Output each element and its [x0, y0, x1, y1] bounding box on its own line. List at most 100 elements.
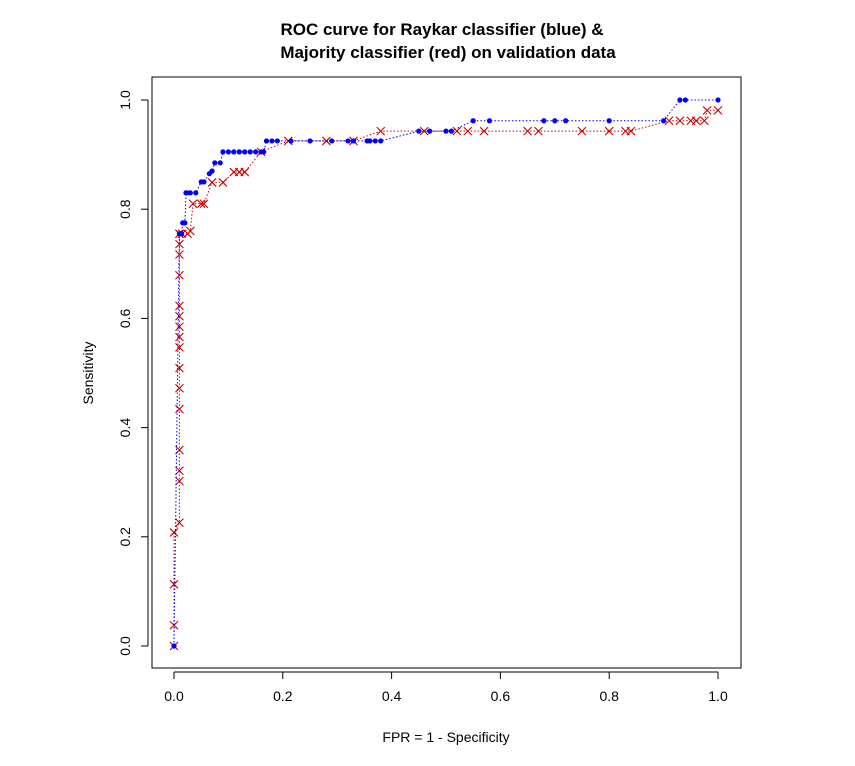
data-point-x	[169, 579, 179, 589]
data-point-dot	[274, 138, 280, 144]
x-tick-label: 0.6	[491, 688, 511, 704]
x-tick-label: 0.2	[273, 688, 293, 704]
chart-title-line1: ROC curve for Raykar classifier (blue) &	[280, 20, 603, 39]
data-point-dot	[563, 118, 569, 124]
data-point-dot	[193, 190, 199, 196]
y-tick-label: 0.8	[117, 199, 133, 219]
data-point-dot	[661, 118, 667, 124]
data-point-dot	[427, 128, 433, 134]
data-point-dot	[486, 118, 493, 124]
data-point-x	[175, 239, 184, 249]
y-tick-label: 0.2	[117, 527, 133, 547]
data-point-dot	[261, 149, 267, 155]
data-point-dot	[416, 128, 422, 134]
data-point-x	[207, 178, 217, 187]
series-red-majority	[169, 105, 723, 651]
data-point-x	[175, 301, 184, 311]
x-axis-label: FPR = 1 - Specificity	[382, 729, 509, 745]
x-tick-label: 1.0	[708, 688, 728, 704]
data-point-x	[175, 311, 184, 321]
data-point-dot	[171, 643, 177, 649]
data-point-dot	[715, 97, 721, 103]
data-point-dot	[263, 138, 270, 144]
data-point-x	[675, 116, 685, 126]
data-point-dot	[541, 118, 547, 124]
data-point-dot	[443, 128, 449, 134]
data-point-dot	[253, 149, 259, 155]
data-point-dot	[269, 138, 275, 144]
data-point-dot	[448, 128, 455, 134]
series-line	[173, 99, 718, 647]
data-point-x	[175, 518, 184, 527]
data-point-dot	[606, 118, 612, 124]
data-point-dot	[682, 97, 688, 103]
data-point-dot	[220, 149, 226, 155]
y-tick-label: 1.0	[117, 90, 133, 110]
data-point-dot	[217, 160, 223, 166]
series-layer	[169, 97, 723, 651]
data-point-x	[175, 342, 184, 352]
y-tick-label: 0.0	[117, 636, 133, 656]
data-point-dot	[212, 160, 218, 166]
y-axis-label: Sensitivity	[80, 341, 96, 404]
data-point-x	[169, 528, 179, 537]
data-point-x	[175, 270, 184, 280]
data-point-x	[169, 620, 179, 630]
data-point-x	[175, 383, 184, 393]
plot-frame	[151, 76, 742, 669]
data-point-x	[463, 126, 473, 136]
data-point-dot	[247, 149, 253, 155]
data-point-x	[700, 116, 709, 126]
chart-title-line2: Majority classifier (red) on validation …	[280, 43, 616, 62]
data-point-dot	[367, 138, 373, 144]
y-tick-label: 0.4	[117, 418, 133, 438]
data-point-dot	[350, 138, 357, 144]
data-point-x	[713, 105, 723, 115]
data-point-dot	[288, 138, 294, 144]
data-point-x	[199, 199, 209, 209]
data-point-x	[604, 126, 614, 136]
data-point-x	[175, 250, 184, 259]
x-tick-label: 0.0	[164, 688, 184, 704]
data-point-x	[175, 363, 184, 373]
data-point-x	[664, 116, 674, 126]
data-point-x	[479, 126, 489, 136]
series-line	[173, 109, 718, 646]
data-point-dot	[329, 138, 335, 144]
data-point-dot	[179, 231, 185, 237]
series-blue-raykar	[171, 97, 721, 649]
data-point-dot	[378, 138, 384, 144]
data-point-dot	[242, 149, 248, 155]
data-point-x	[188, 199, 198, 209]
data-point-x	[240, 167, 250, 177]
data-point-x	[577, 126, 587, 136]
data-point-x	[626, 126, 636, 136]
data-point-x	[175, 476, 184, 486]
data-point-x	[452, 126, 462, 136]
data-point-x	[702, 105, 712, 115]
data-point-dot	[209, 168, 215, 174]
data-point-dot	[307, 138, 313, 144]
data-point-dot	[345, 138, 351, 144]
data-point-x	[534, 126, 543, 136]
data-point-dot	[225, 149, 231, 155]
data-point-dot	[372, 138, 378, 144]
data-point-dot	[677, 97, 683, 103]
data-point-dot	[201, 179, 207, 185]
data-point-x	[376, 126, 386, 136]
data-point-x	[523, 126, 532, 136]
data-point-dot	[470, 118, 476, 124]
data-point-x	[175, 332, 184, 342]
y-tick-label: 0.6	[117, 308, 133, 328]
data-point-x	[196, 199, 206, 209]
data-point-x	[185, 226, 195, 236]
data-point-x	[175, 404, 184, 414]
data-point-dot	[236, 149, 242, 155]
y-axis: 0.0 0.2 0.4 0.6 0.8 1.0	[117, 90, 149, 656]
x-axis: 0.0 0.2 0.4 0.6 0.8 1.0	[164, 671, 728, 704]
data-point-x	[175, 322, 184, 331]
x-tick-label: 0.4	[382, 688, 402, 704]
data-point-dot	[182, 220, 188, 226]
data-point-x	[321, 136, 331, 146]
